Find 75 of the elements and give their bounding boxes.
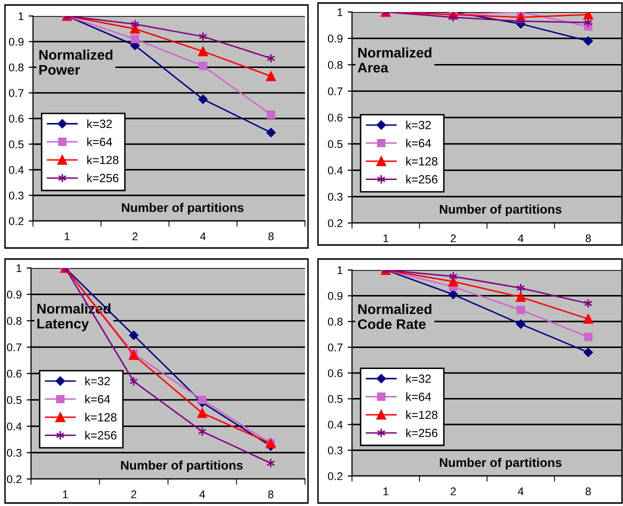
y-tick-label: 0.7 <box>328 344 342 352</box>
x-tick-label: 4 <box>518 488 524 496</box>
legend-label: k=32 <box>85 376 110 386</box>
y-tick-label: 0.9 <box>6 290 22 299</box>
y-tick-label: 1 <box>18 12 24 20</box>
y-tick-label: 0.8 <box>6 317 22 325</box>
legend-label: k=32 <box>87 119 112 128</box>
legend-label: k=128 <box>406 410 438 420</box>
x-tick-label: 1 <box>64 232 70 240</box>
y-tick-label: 0.8 <box>328 318 342 326</box>
x-axis-title: Number of partitions <box>122 202 244 215</box>
y-tick-label: 0.3 <box>8 192 24 200</box>
y-tick-label: 0.6 <box>328 369 342 378</box>
x-tick-label: 1 <box>384 488 388 496</box>
legend-label: k=128 <box>87 156 118 164</box>
y-tick-label: 0.2 <box>8 217 24 226</box>
x-axis-title: Number of partitions <box>440 458 562 470</box>
x-tick-label: 1 <box>63 490 68 498</box>
y-tick-label: 0.3 <box>328 192 342 201</box>
x-tick-label: 4 <box>518 234 524 242</box>
legend-label: k=32 <box>406 120 431 130</box>
y-tick-label: 0.7 <box>8 89 24 98</box>
legend-label: k=64 <box>406 392 432 401</box>
x-tick-label: 1 <box>384 234 388 242</box>
legend-label: k=256 <box>406 174 438 184</box>
legend-label: k=128 <box>85 412 116 422</box>
x-tick-label: 2 <box>131 490 136 498</box>
y-tick-label: 0.7 <box>6 343 22 352</box>
text: Normalized Power <box>39 50 112 75</box>
legend-label: k=256 <box>406 428 438 438</box>
legend-label: k=256 <box>87 174 118 182</box>
y-tick-label: 1 <box>16 264 22 272</box>
x-tick-label: 2 <box>450 487 456 496</box>
text: Normalized Code Rate <box>358 304 432 330</box>
y-tick-label: 1 <box>338 266 342 274</box>
legend-label: k=64 <box>406 138 432 148</box>
y-tick-label: 0.6 <box>8 114 24 123</box>
y-tick-label: 0.6 <box>6 370 22 378</box>
y-tick-label: 0.8 <box>328 61 342 69</box>
x-tick-label: 8 <box>586 234 591 242</box>
y-tick-label: 0.9 <box>8 38 24 46</box>
x-tick-label: 2 <box>450 234 456 242</box>
legend-label: k=64 <box>87 137 112 146</box>
y-tick-label: 0.9 <box>328 292 342 300</box>
x-tick-label: 8 <box>586 487 591 496</box>
y-tick-label: 0.5 <box>6 396 22 404</box>
y-tick-label: 0.4 <box>328 166 343 174</box>
y-tick-label: 0.2 <box>328 219 342 228</box>
y-tick-label: 0.2 <box>328 472 342 480</box>
x-tick-label: 8 <box>268 490 274 498</box>
y-tick-label: 0.5 <box>328 140 343 148</box>
y-tick-label: 0.4 <box>8 166 24 174</box>
legend-label: k=64 <box>85 394 110 404</box>
y-tick-label: 0.4 <box>6 422 22 430</box>
y-tick-label: 0.7 <box>328 87 342 96</box>
y-tick-label: 0.5 <box>8 140 24 148</box>
y-tick-label: 1 <box>338 8 342 16</box>
y-tick-label: 0.5 <box>328 395 343 403</box>
legend-label: k=128 <box>406 156 438 166</box>
y-tick-label: 0.8 <box>8 64 24 72</box>
x-axis-title: Number of partitions <box>121 460 243 472</box>
x-tick-label: 2 <box>132 232 138 240</box>
y-tick-label: 0.3 <box>6 448 22 457</box>
x-tick-label: 8 <box>268 232 274 240</box>
x-tick-label: 4 <box>200 232 206 240</box>
legend-label: k=32 <box>406 374 431 383</box>
legend-label: k=256 <box>85 430 116 440</box>
y-tick-label: 0.2 <box>6 475 22 484</box>
x-tick-label: 4 <box>199 490 206 498</box>
y-tick-label: 0.3 <box>328 446 342 454</box>
y-tick-label: 0.4 <box>328 420 343 429</box>
x-axis-title: Number of partitions <box>440 204 562 216</box>
y-tick-label: 0.6 <box>328 114 342 122</box>
y-tick-label: 0.9 <box>328 34 342 43</box>
text: Normalized Area <box>358 47 432 73</box>
